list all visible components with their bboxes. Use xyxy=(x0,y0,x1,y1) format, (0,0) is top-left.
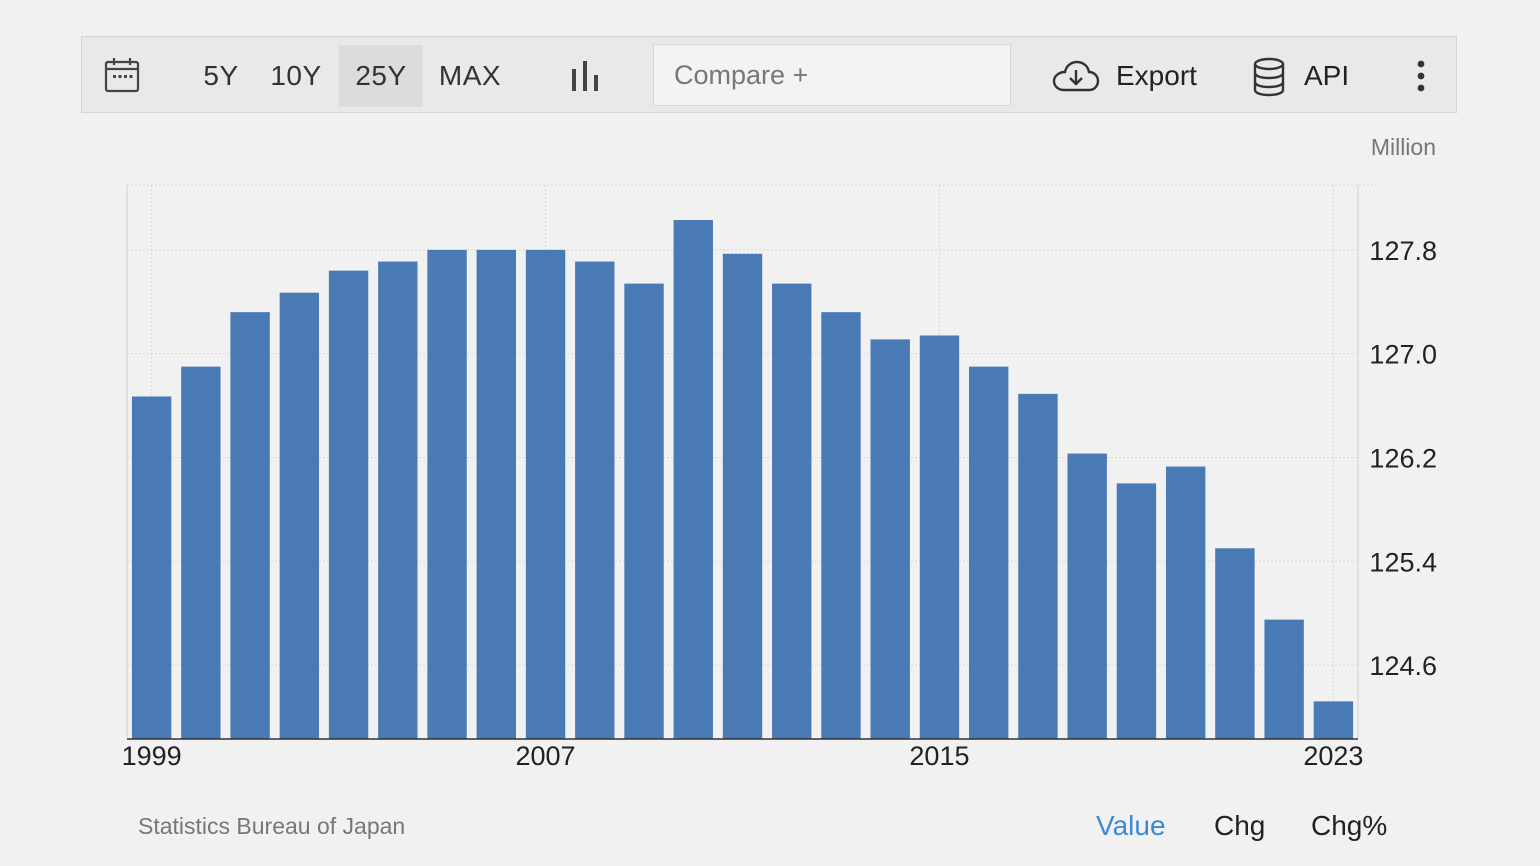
bar-2008 xyxy=(575,261,615,739)
bar-2019 xyxy=(1116,483,1157,739)
bar-2003 xyxy=(328,270,369,739)
y-tick-label: 127.8 xyxy=(1369,236,1437,266)
range-5y-button[interactable]: 5Y xyxy=(203,60,239,91)
bar-2006 xyxy=(476,249,516,739)
chart-toolbar: 5Y 10Y 25Y MAX Compare + Export API xyxy=(81,36,1457,113)
bar-2021 xyxy=(1215,548,1255,739)
bar-2013 xyxy=(821,312,861,739)
source-label: Statistics Bureau of Japan xyxy=(138,813,406,839)
export-label: Export xyxy=(1116,60,1197,91)
y-tick-label: 126.2 xyxy=(1369,443,1437,473)
bar-2005 xyxy=(427,249,467,739)
y-tick-label: 127.0 xyxy=(1369,340,1437,370)
y-tick-label: 124.6 xyxy=(1369,651,1437,681)
bar-2009 xyxy=(624,283,664,739)
bar-2010 xyxy=(673,220,713,739)
y-axis-unit-label: Million xyxy=(1370,134,1436,160)
tab-value[interactable]: Value xyxy=(1096,810,1166,841)
bar-2002 xyxy=(279,292,320,739)
compare-input[interactable]: Compare + xyxy=(653,44,1011,106)
bar-2020 xyxy=(1165,466,1206,739)
bar-1999 xyxy=(131,396,172,739)
x-tick-label: 2023 xyxy=(1303,741,1363,771)
tab-chg[interactable]: Chg xyxy=(1214,810,1266,841)
bar-2015 xyxy=(919,335,960,739)
x-tick-label: 2007 xyxy=(516,741,576,771)
range-10y-button[interactable]: 10Y xyxy=(270,60,322,91)
tab-chg-percent[interactable]: Chg% xyxy=(1311,810,1388,841)
bar-2000 xyxy=(181,366,221,739)
api-label: API xyxy=(1304,60,1350,91)
bar-2022 xyxy=(1264,619,1304,739)
bar-2023 xyxy=(1313,701,1354,739)
bar-2001 xyxy=(230,312,270,739)
x-tick-label: 1999 xyxy=(122,741,182,771)
calendar-icon[interactable] xyxy=(104,57,140,93)
bar-2007 xyxy=(525,249,566,739)
more-vertical-icon[interactable] xyxy=(1406,59,1436,93)
bar-2011 xyxy=(722,253,763,739)
bar-2016 xyxy=(969,366,1009,739)
database-icon xyxy=(1253,57,1285,97)
x-tick-label: 2015 xyxy=(909,741,969,771)
cloud-download-icon xyxy=(1052,60,1100,92)
bar-2004 xyxy=(378,261,418,739)
bar-2017 xyxy=(1018,393,1058,739)
bar-2012 xyxy=(772,283,812,739)
bar-2014 xyxy=(870,339,910,739)
range-max-button[interactable]: MAX xyxy=(438,60,502,91)
y-tick-label: 125.4 xyxy=(1369,547,1437,577)
range-25y-button[interactable]: 25Y xyxy=(339,45,423,107)
bar-2018 xyxy=(1067,453,1107,739)
bar-chart-icon[interactable] xyxy=(567,59,603,93)
